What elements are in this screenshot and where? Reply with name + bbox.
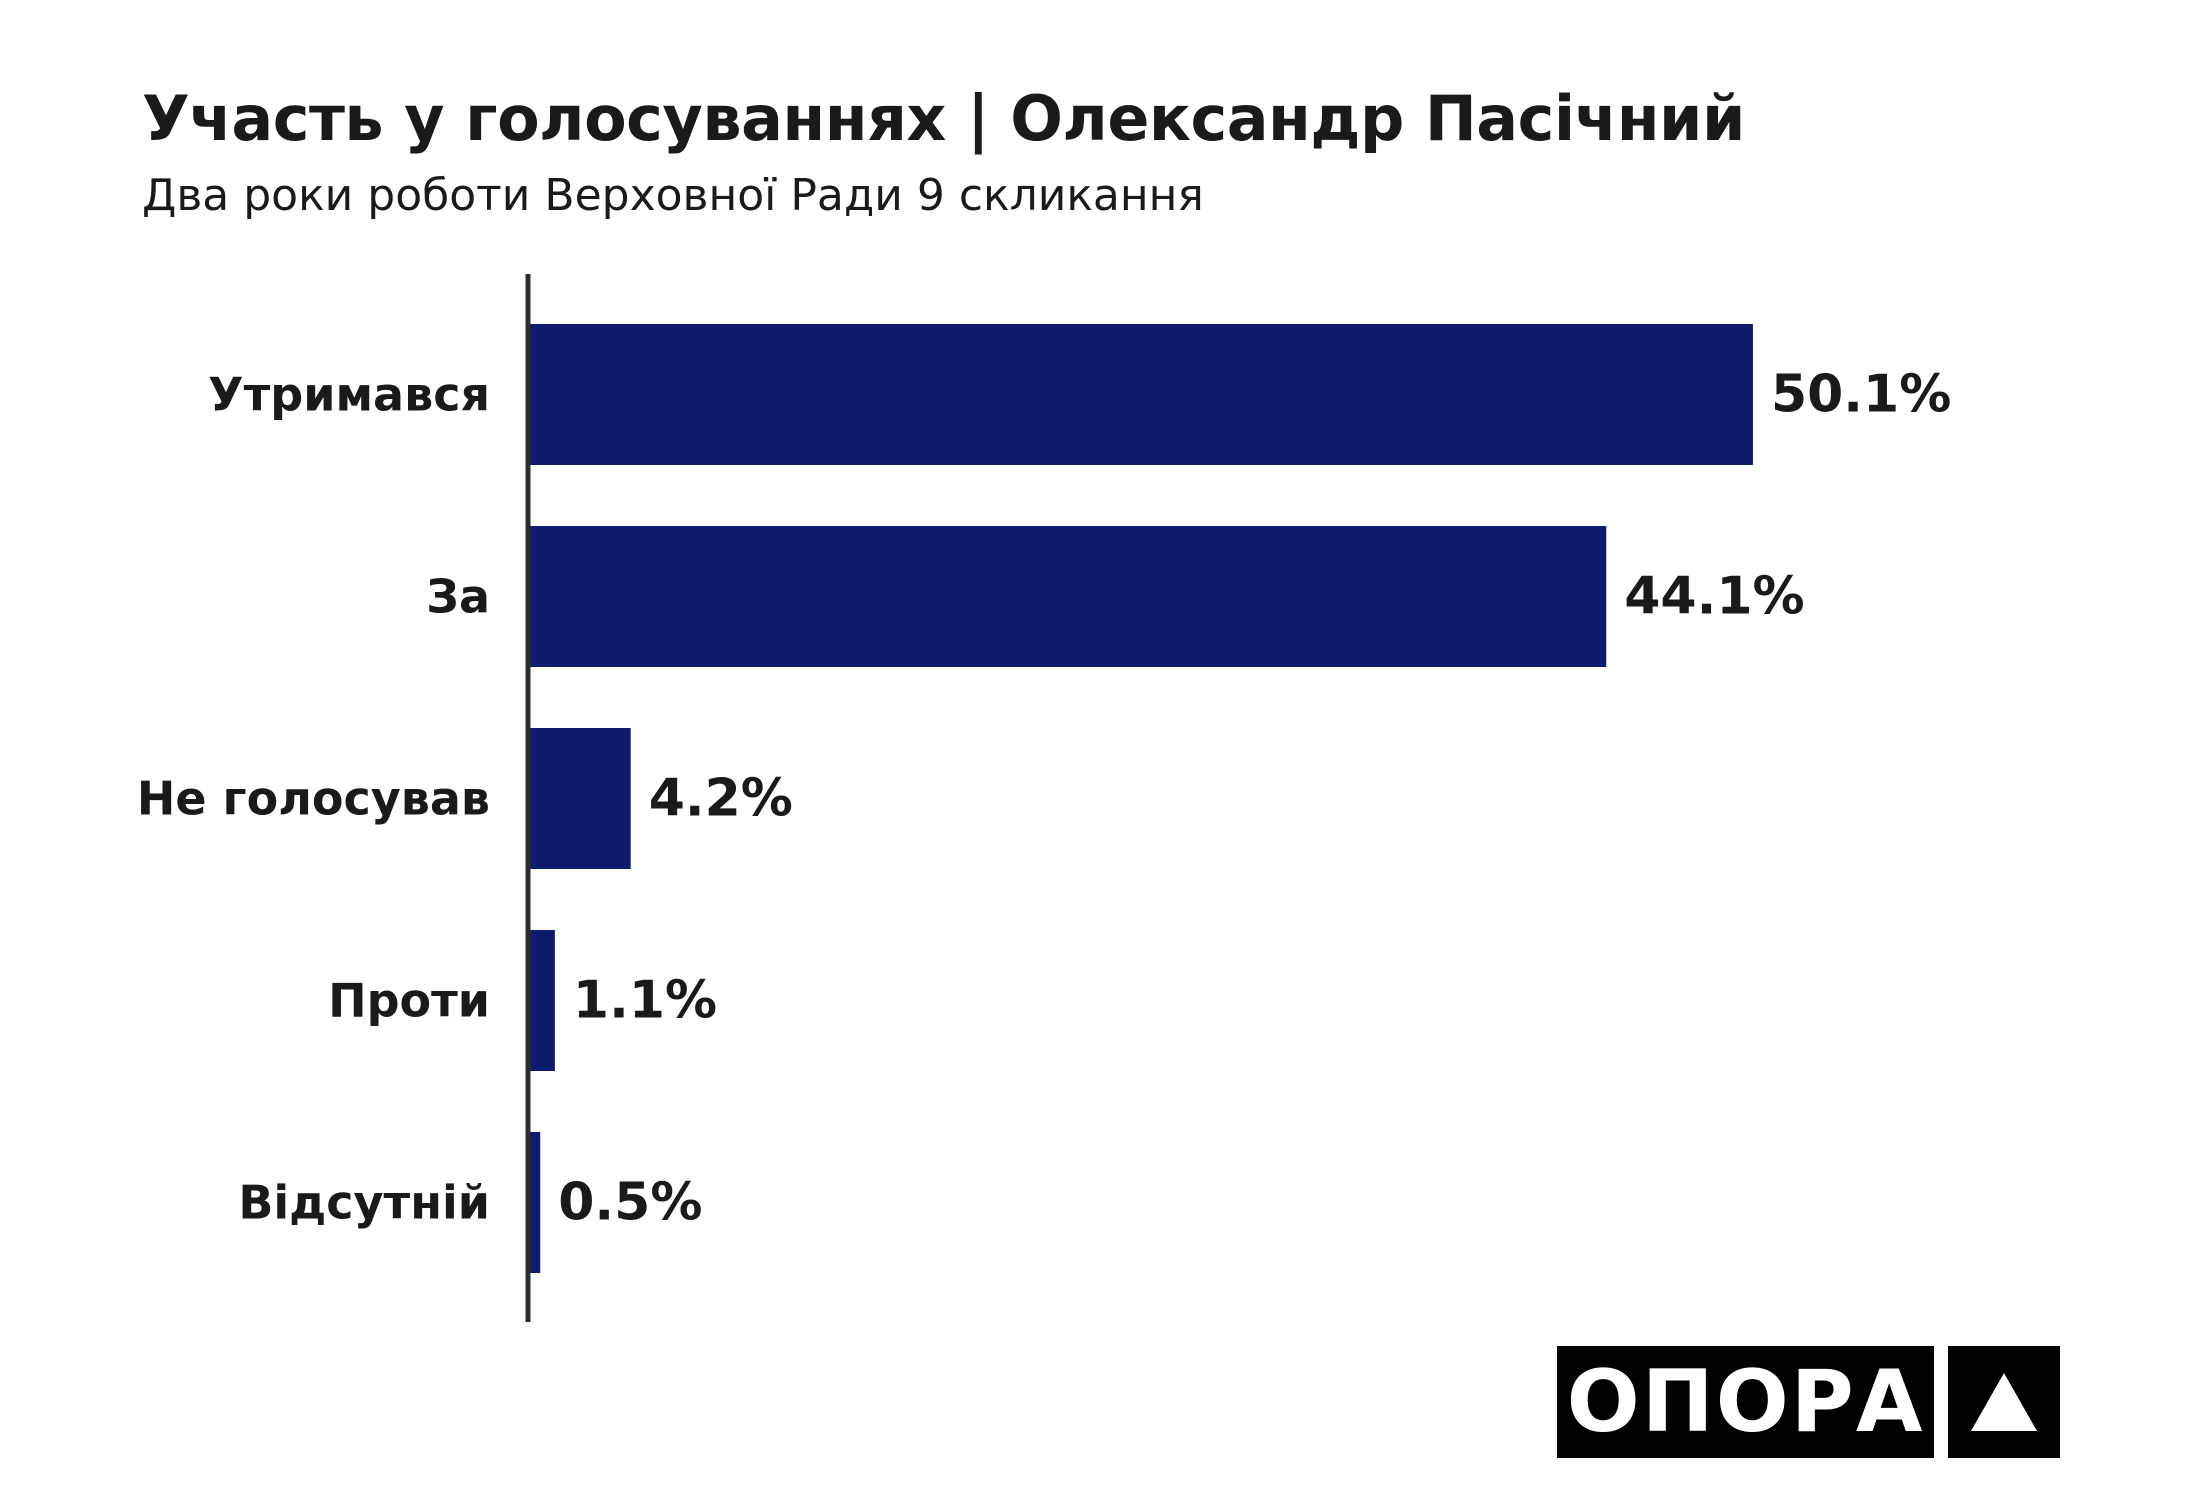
category-label-0: Утримався — [208, 368, 490, 422]
value-label-2: 4.2% — [649, 769, 793, 829]
category-label-4: Відсутній — [238, 1176, 490, 1230]
logo-wordmark: ОПОРА — [1557, 1346, 1934, 1458]
bar-0 — [528, 324, 1753, 465]
value-label-3: 1.1% — [573, 971, 717, 1031]
chart-subtitle: Два роки роботи Верховної Ради 9 скликан… — [142, 170, 1204, 221]
bar-4 — [528, 1132, 541, 1273]
chart-title: Участь у голосуваннях | Олександр Пасічн… — [142, 82, 1745, 155]
bar-2 — [528, 728, 631, 869]
bar-3 — [528, 930, 555, 1071]
value-label-1: 44.1% — [1624, 567, 1804, 627]
triangle-icon — [1948, 1346, 2060, 1458]
value-label-0: 50.1% — [1771, 365, 1951, 425]
opora-logo: ОПОРА — [1557, 1346, 2060, 1458]
category-label-1: За — [426, 570, 490, 624]
category-label-3: Проти — [328, 974, 490, 1028]
value-label-4: 0.5% — [558, 1173, 702, 1233]
category-label-2: Не голосував — [137, 772, 490, 826]
bar-1 — [528, 526, 1607, 667]
